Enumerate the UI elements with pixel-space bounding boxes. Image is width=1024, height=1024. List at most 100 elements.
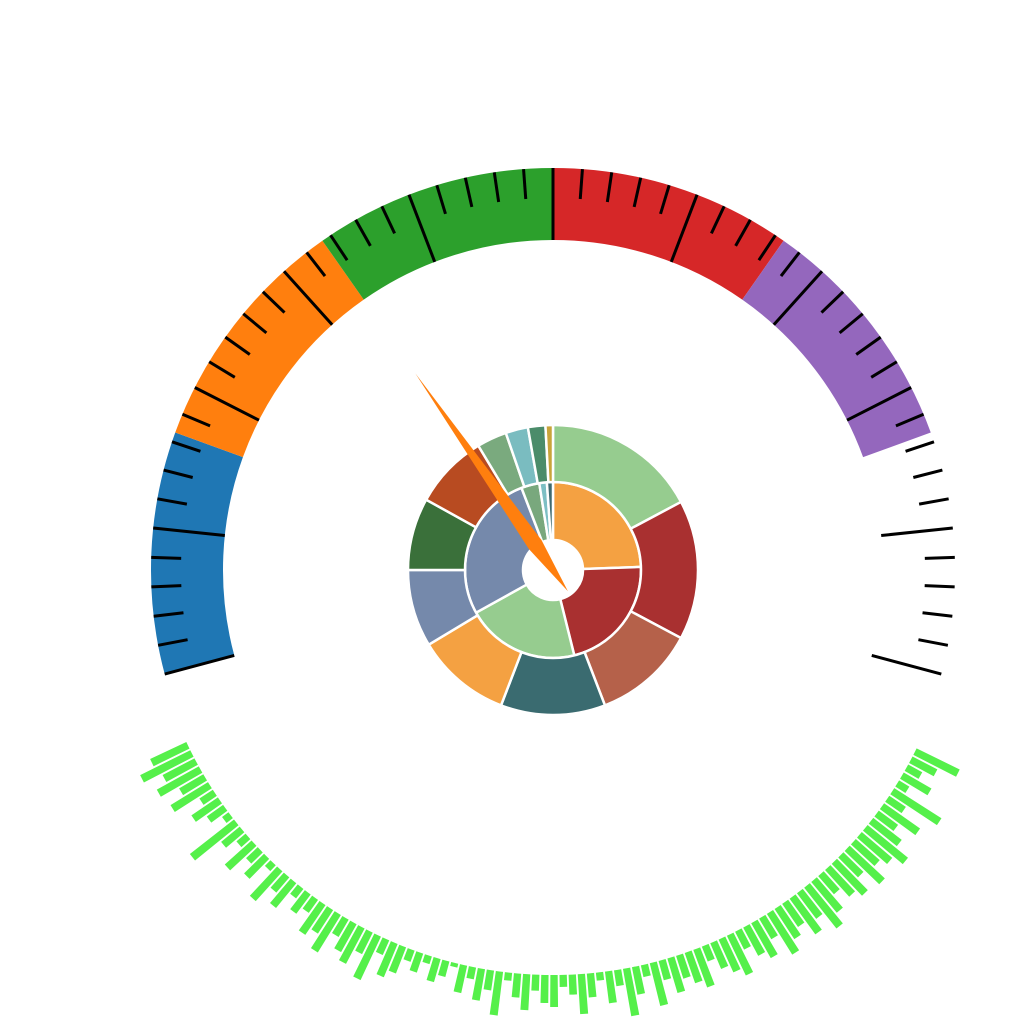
radial-bar bbox=[422, 954, 432, 965]
radial-bar bbox=[489, 970, 504, 1016]
radial-bar bbox=[511, 973, 522, 998]
minor-tick bbox=[329, 234, 349, 261]
radial-bar bbox=[804, 883, 843, 929]
gauge-band bbox=[553, 168, 784, 300]
minor-tick bbox=[895, 412, 925, 428]
radial-bar bbox=[904, 764, 923, 779]
radial-bar bbox=[540, 974, 549, 1003]
minor-tick bbox=[918, 497, 949, 506]
gauge-band bbox=[322, 168, 553, 300]
minor-tick bbox=[820, 290, 845, 314]
radial-bar bbox=[244, 853, 270, 879]
minor-tick bbox=[855, 335, 882, 356]
radial-bar bbox=[270, 872, 290, 893]
radial-bar bbox=[613, 969, 624, 987]
radial-bar bbox=[710, 940, 729, 970]
radial-bar bbox=[751, 919, 778, 959]
radial-bar bbox=[334, 920, 357, 953]
major-tick bbox=[194, 386, 260, 422]
minor-tick bbox=[181, 412, 211, 428]
minor-tick bbox=[354, 219, 372, 247]
gauge-band bbox=[150, 432, 243, 675]
radial-bar bbox=[162, 758, 198, 783]
minor-tick bbox=[224, 335, 251, 356]
radial-bar bbox=[811, 877, 843, 913]
minor-tick bbox=[924, 584, 955, 589]
minor-tick bbox=[757, 234, 777, 261]
radial-bar bbox=[170, 782, 212, 812]
minor-tick bbox=[779, 251, 801, 277]
radial-bar bbox=[353, 933, 381, 981]
radial-bar bbox=[269, 878, 297, 909]
minor-tick bbox=[171, 440, 201, 453]
minor-tick bbox=[710, 205, 726, 235]
radial-bar bbox=[140, 750, 194, 783]
radial-bar bbox=[376, 941, 398, 978]
minor-tick bbox=[242, 312, 268, 335]
radial-bar bbox=[586, 972, 597, 998]
radial-bar bbox=[913, 748, 960, 777]
radial-bar bbox=[246, 847, 263, 864]
radial-bar bbox=[531, 974, 540, 991]
minor-tick bbox=[922, 611, 953, 618]
radial-bar bbox=[483, 969, 495, 991]
minor-tick bbox=[261, 290, 286, 314]
radial-bar bbox=[667, 956, 686, 994]
radial-bar bbox=[879, 803, 921, 836]
radial-bar bbox=[290, 890, 311, 914]
radial-bar bbox=[409, 951, 424, 973]
radial-bar bbox=[684, 950, 703, 984]
radial-bar bbox=[726, 932, 754, 976]
radial-bar bbox=[789, 894, 822, 935]
minor-tick bbox=[492, 172, 501, 203]
radial-bar bbox=[622, 967, 640, 1017]
minor-tick bbox=[522, 168, 528, 200]
radial-bar bbox=[774, 904, 801, 940]
radial-bar bbox=[885, 795, 906, 814]
radial-bar bbox=[862, 825, 909, 865]
major-tick bbox=[153, 526, 225, 537]
radial-bar bbox=[150, 741, 190, 767]
radial-bar bbox=[838, 852, 864, 878]
major-tick bbox=[164, 653, 235, 676]
minor-tick bbox=[870, 360, 898, 379]
minor-tick bbox=[380, 205, 396, 235]
sunburst-segment bbox=[544, 423, 555, 484]
radial-bar bbox=[568, 974, 578, 995]
radial-bar bbox=[375, 937, 390, 956]
radial-bar bbox=[466, 966, 477, 980]
radial-bar bbox=[426, 957, 441, 983]
radial-bar bbox=[550, 974, 559, 1008]
radial-bar bbox=[450, 961, 459, 968]
radial-bar bbox=[701, 943, 715, 962]
minor-tick bbox=[208, 360, 236, 379]
minor-tick bbox=[157, 497, 188, 506]
radial-bar bbox=[471, 967, 486, 1001]
minor-tick bbox=[578, 168, 584, 200]
minor-tick bbox=[605, 172, 614, 203]
minor-tick bbox=[151, 555, 182, 560]
radial-bar bbox=[743, 924, 766, 956]
minor-tick bbox=[153, 611, 184, 618]
radial-bar bbox=[766, 910, 800, 955]
radial-bar bbox=[156, 766, 203, 797]
radial-bar bbox=[850, 838, 880, 867]
radial-bar bbox=[868, 817, 902, 847]
major-tick bbox=[282, 270, 334, 326]
radial-bar bbox=[206, 804, 228, 823]
radial-bar bbox=[759, 914, 778, 940]
radial-bar bbox=[844, 845, 885, 885]
major-tick bbox=[881, 526, 953, 537]
radial-bar bbox=[311, 906, 334, 934]
minor-tick bbox=[163, 468, 194, 479]
minor-tick bbox=[924, 555, 955, 560]
radial-bar bbox=[438, 959, 450, 977]
radial-bar bbox=[355, 929, 373, 955]
radial-bar bbox=[338, 925, 365, 964]
minor-tick bbox=[463, 177, 474, 208]
radial-bar bbox=[388, 944, 407, 974]
radial-bar bbox=[577, 973, 589, 1015]
radial-bar bbox=[520, 973, 531, 1011]
minor-tick bbox=[659, 184, 671, 215]
radial-bar bbox=[224, 840, 257, 871]
